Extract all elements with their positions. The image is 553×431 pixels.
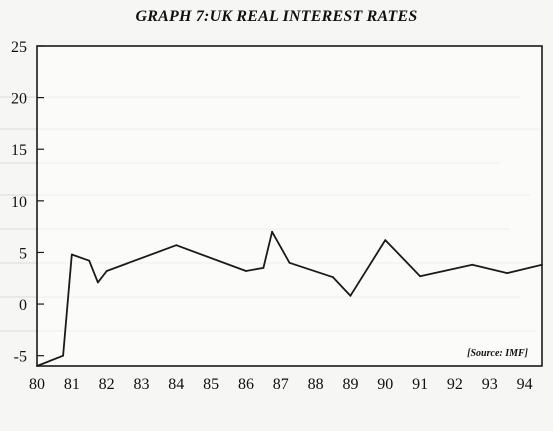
y-tick-label: -5 bbox=[14, 349, 27, 366]
x-tick-label: 94 bbox=[517, 376, 533, 393]
x-tick-label: 83 bbox=[133, 376, 149, 393]
data-point bbox=[271, 230, 273, 233]
x-axis-ticks: 80 81 82 83 84 85 86 87 88 89 90 91 92 93 94 bbox=[29, 376, 533, 393]
x-tick-label: 87 bbox=[273, 376, 289, 393]
data-point bbox=[97, 281, 99, 284]
plot-frame bbox=[36, 45, 543, 367]
data-point bbox=[541, 263, 543, 266]
data-point bbox=[70, 253, 73, 256]
data-point bbox=[88, 259, 91, 262]
x-tick-label: 81 bbox=[64, 376, 80, 393]
x-tick-label: 89 bbox=[342, 376, 358, 393]
x-tick-label: 88 bbox=[308, 376, 324, 393]
x-tick-label: 91 bbox=[412, 376, 428, 393]
x-tick-label: 92 bbox=[447, 376, 463, 393]
y-tick-label: 10 bbox=[11, 194, 27, 211]
x-tick-label: 90 bbox=[377, 376, 393, 393]
data-point bbox=[62, 354, 64, 357]
data-point bbox=[105, 270, 108, 272]
series-line bbox=[36, 230, 543, 367]
data-point bbox=[245, 270, 247, 272]
y-tick-label: 0 bbox=[19, 297, 27, 314]
data-point bbox=[349, 294, 352, 297]
x-tick-label: 85 bbox=[203, 376, 219, 393]
data-point bbox=[36, 365, 38, 367]
data-point bbox=[506, 272, 509, 274]
data-point bbox=[332, 276, 334, 279]
y-axis-ticks: -5 0 5 10 15 20 25 bbox=[11, 39, 44, 366]
y-tick-label: 25 bbox=[11, 39, 27, 56]
x-tick-label: 93 bbox=[482, 376, 498, 393]
y-tick-label: 5 bbox=[19, 245, 27, 262]
data-point bbox=[384, 239, 387, 242]
x-tick-label: 80 bbox=[29, 376, 45, 393]
data-point bbox=[419, 275, 421, 278]
data-point bbox=[175, 244, 178, 247]
data-point bbox=[471, 263, 474, 266]
series-points bbox=[36, 230, 543, 367]
data-point bbox=[288, 261, 291, 264]
x-tick-label: 84 bbox=[168, 376, 184, 393]
data-point bbox=[262, 267, 265, 269]
y-tick-label: 15 bbox=[11, 142, 27, 159]
y-tick-label: 20 bbox=[11, 91, 27, 108]
x-tick-label: 86 bbox=[238, 376, 254, 393]
chart-title: GRAPH 7:UK REAL INTEREST RATES bbox=[135, 8, 418, 25]
source-label: [Source: IMF] bbox=[467, 348, 529, 359]
x-tick-label: 82 bbox=[99, 376, 115, 393]
